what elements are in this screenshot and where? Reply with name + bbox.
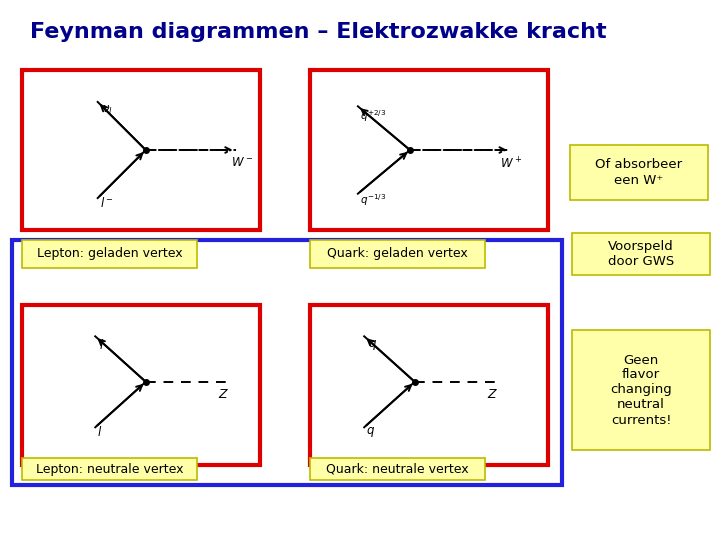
Bar [22, 305, 260, 465]
Text: Quark: geladen vertex: Quark: geladen vertex [327, 247, 468, 260]
Bar [310, 458, 485, 480]
Text: Lepton: geladen vertex: Lepton: geladen vertex [37, 247, 182, 260]
Bar [22, 240, 197, 268]
Bar [22, 458, 197, 480]
Text: $l$: $l$ [99, 338, 104, 352]
Text: $W^-$: $W^-$ [230, 156, 253, 169]
Bar [570, 145, 708, 200]
Text: $Z$: $Z$ [217, 388, 229, 401]
Text: $\nu_l$: $\nu_l$ [102, 104, 112, 117]
Text: Lepton: neutrale vertex: Lepton: neutrale vertex [36, 462, 184, 476]
Text: Of absorbeer
een W⁺: Of absorbeer een W⁺ [595, 159, 683, 186]
Text: Geen
flavor
changing
neutral
currents!: Geen flavor changing neutral currents! [610, 354, 672, 427]
Text: Voorspeld
door GWS: Voorspeld door GWS [608, 240, 674, 268]
Text: Quark: neutrale vertex: Quark: neutrale vertex [326, 462, 469, 476]
Bar [310, 305, 548, 465]
Bar [572, 233, 710, 275]
Bar [572, 330, 710, 450]
Text: $q$: $q$ [368, 338, 377, 352]
Bar [310, 70, 548, 230]
Text: $q^{+2/3}$: $q^{+2/3}$ [360, 109, 386, 124]
Text: $W^+$: $W^+$ [500, 156, 522, 171]
Text: $l$: $l$ [97, 426, 102, 440]
Text: Feynman diagrammen – Elektrozwakke kracht: Feynman diagrammen – Elektrozwakke krach… [30, 22, 607, 42]
Text: $Z$: $Z$ [487, 388, 498, 401]
Bar [22, 70, 260, 230]
Bar [310, 240, 485, 268]
Text: $q$: $q$ [366, 426, 375, 440]
Text: $q^{-1/3}$: $q^{-1/3}$ [360, 192, 386, 207]
Text: $l^-$: $l^-$ [99, 196, 114, 210]
Bar [12, 240, 562, 485]
